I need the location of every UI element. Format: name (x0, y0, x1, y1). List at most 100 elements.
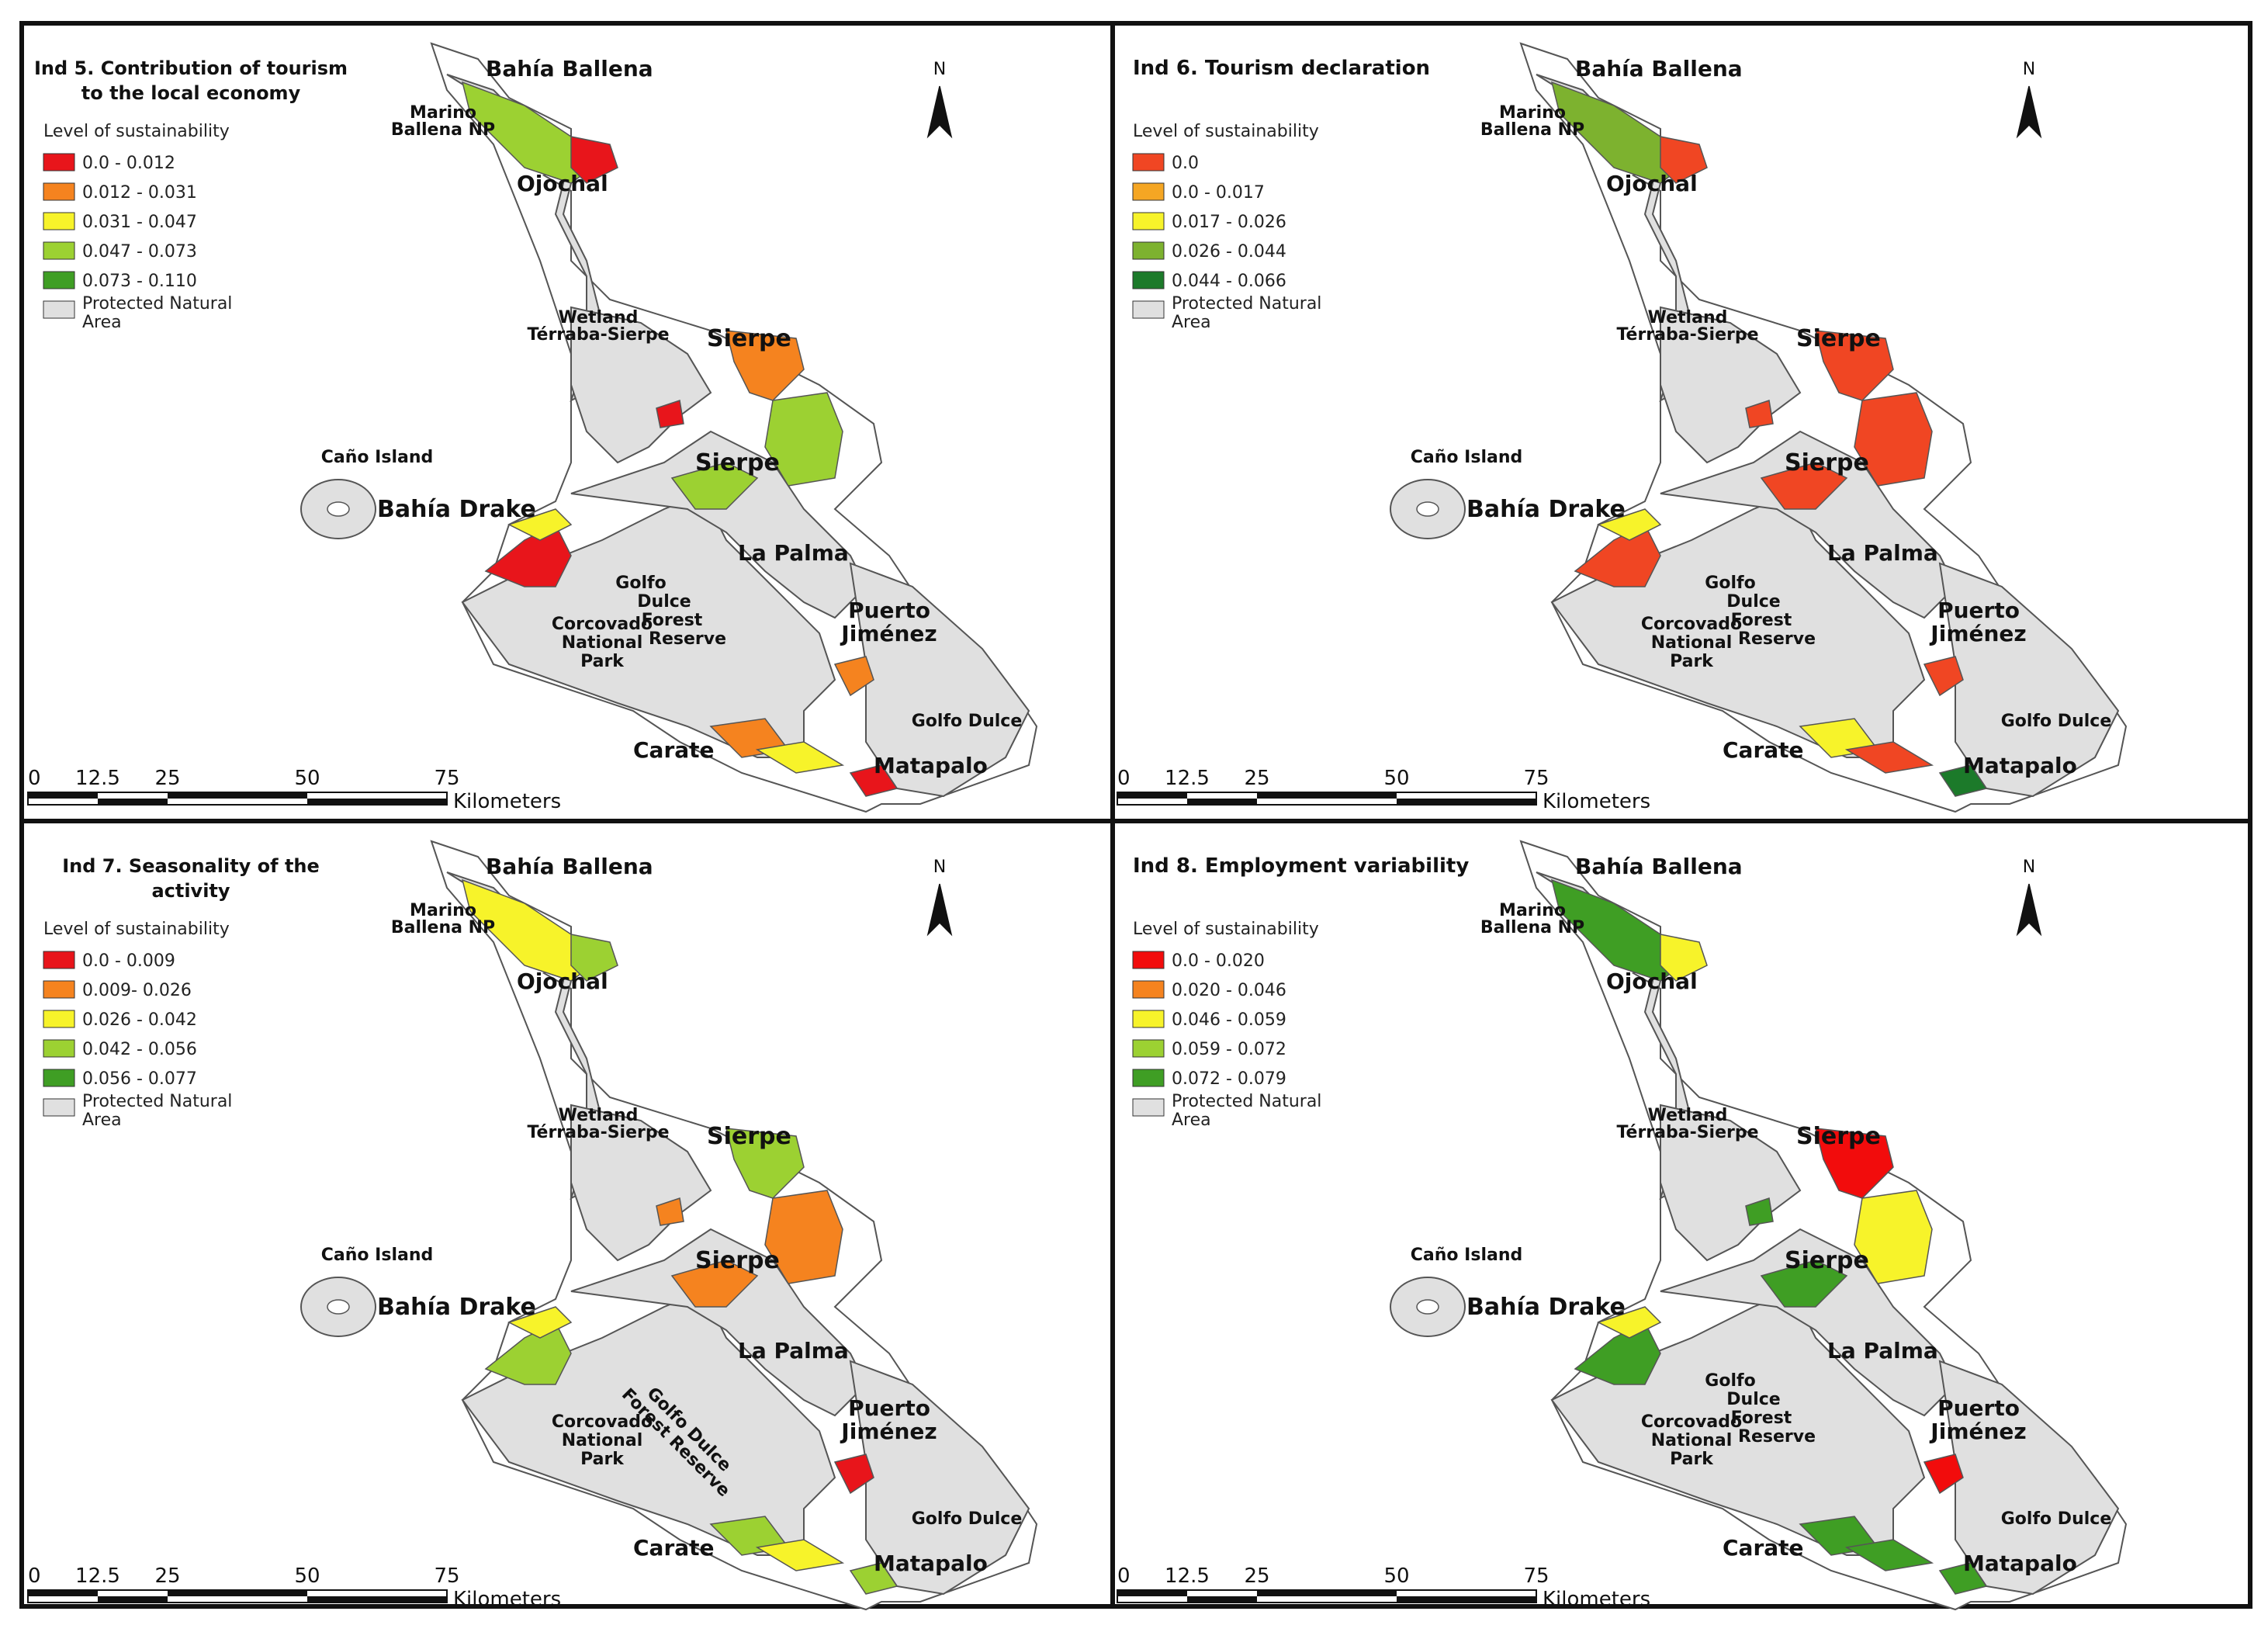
scale-bar-segment (1187, 799, 1257, 805)
scale-tick-label: 50 (294, 767, 320, 790)
scale-tick-label: 75 (434, 1564, 459, 1588)
legend-label: 0.012 - 0.031 (82, 183, 197, 203)
label-sierpe-north: Sierpe (1796, 325, 1881, 352)
label-corcovado-line: Corcovado (1641, 615, 1742, 634)
map-panel-ind5: Ind 5. Contribution of tourism to the loc… (27, 43, 1037, 813)
legend-title: Level of sustainability (1133, 122, 1319, 141)
legend-protected-label: Protected Natural (1172, 294, 1321, 314)
scale-bar-segment (28, 1590, 98, 1596)
panel-title-line: Ind 6. Tourism declaration (1133, 57, 1430, 80)
label-bahia-ballena: Bahía Ballena (486, 854, 653, 879)
jimenez-region (833, 656, 874, 697)
legend: Level of sustainability 0.0 0.0 - 0.017 0.0… (1132, 122, 1321, 332)
scale-tick-label: 50 (294, 1564, 320, 1588)
legend-label: 0.0 - 0.017 (1172, 183, 1265, 203)
drake-region (484, 523, 572, 587)
legend-swatch (1132, 271, 1165, 289)
label-bahia-drake: Bahía Drake (377, 1294, 536, 1321)
legend: Level of sustainability 0.0 - 0.012 0.012 … (43, 122, 232, 332)
label-carate: Carate (633, 1535, 715, 1561)
legend-label: 0.009- 0.026 (82, 981, 192, 1000)
label-golfo-dulce-reserve-line: Golfo (615, 573, 666, 593)
legend-swatch (43, 1010, 75, 1028)
legend-swatch (1132, 241, 1165, 260)
legend-label: 0.031 - 0.047 (82, 213, 197, 232)
legend-swatch-protected (1132, 1098, 1165, 1117)
label-sierpe-center: Sierpe (695, 449, 780, 476)
islet-region (1745, 1197, 1774, 1226)
label-bahia-ballena: Bahía Ballena (1575, 56, 1743, 81)
basemap (1390, 43, 2127, 813)
sierpe-center-region (670, 1260, 759, 1308)
scale-unit: Kilometers (1543, 790, 1650, 813)
drake-region (1574, 1321, 1661, 1385)
legend-protected-label: Protected Natural (1172, 1092, 1321, 1111)
scale-tick-label: 12.5 (1165, 767, 1210, 790)
north-region (461, 878, 604, 982)
label-corcovado-line: National (562, 1431, 642, 1450)
north-arrow: N (926, 60, 953, 139)
scale-tick-label: 0 (1117, 1564, 1131, 1588)
label-la-palma: La Palma (1827, 540, 1938, 566)
scale-bar-segment (1257, 1590, 1397, 1596)
north-arrow-icon (2016, 85, 2042, 139)
label-marino: Marino (1499, 901, 1566, 920)
legend-swatch (1132, 951, 1165, 969)
north-arrow: N (2016, 858, 2042, 937)
jimenez-region (1923, 1454, 1964, 1495)
label-golfo-dulce-reserve-line: Dulce (637, 592, 691, 612)
label-bahia-drake: Bahía Drake (1466, 1294, 1626, 1321)
north-arrow-icon (926, 883, 953, 937)
label-marino: Ballena NP (1480, 918, 1584, 937)
label-golfo-dulce-reserve-line: Forest (642, 611, 703, 630)
label-marino: Marino (1499, 103, 1566, 123)
legend-title: Level of sustainability (1133, 920, 1319, 939)
label-corcovado-line: National (1651, 1431, 1732, 1450)
label-sierpe-center: Sierpe (695, 1247, 780, 1274)
scale-tick-label: 25 (1244, 1564, 1269, 1588)
scale-tick-label: 75 (434, 767, 459, 790)
legend-label: 0.046 - 0.059 (1172, 1010, 1286, 1030)
legend-swatch (43, 241, 75, 260)
legend-swatch (43, 980, 75, 999)
legend-protected-label: Area (82, 1111, 122, 1130)
label-sierpe-center: Sierpe (1785, 1247, 1869, 1274)
label-golfo-dulce: Golfo Dulce (912, 1509, 1022, 1529)
label-corcovado-line: National (562, 633, 642, 653)
legend-label: 0.056 - 0.077 (82, 1069, 197, 1089)
panel-title: Ind 7. Seasonality of the activity (62, 855, 320, 902)
sierpe-center-region (1760, 1260, 1848, 1308)
panel-title-line: activity (151, 880, 230, 902)
panel-title-line: Ind 8. Employment variability (1133, 854, 1469, 878)
label-bahia-ballena: Bahía Ballena (1575, 854, 1743, 879)
legend-swatch-protected (43, 300, 75, 319)
label-puerto-jimenez: Puerto (1937, 1395, 2020, 1421)
label-corcovado-line: Park (580, 652, 625, 671)
legend-swatch (1132, 1039, 1165, 1058)
label-la-palma: La Palma (738, 540, 849, 566)
label-golfo-dulce-reserve-line: Dulce (1726, 592, 1780, 612)
legend: Level of sustainability 0.0 - 0.009 0.009-… (43, 920, 232, 1130)
legend-swatch (1132, 1010, 1165, 1028)
scale-tick-label: 50 (1383, 1564, 1409, 1588)
carate-region-b (755, 741, 845, 774)
label-wetland: Térraba-Sierpe (1616, 1123, 1758, 1142)
scale-tick-label: 50 (1383, 767, 1409, 790)
drake-region (1574, 523, 1661, 587)
legend-swatch-protected (1132, 300, 1165, 319)
legend-swatch (43, 1039, 75, 1058)
label-corcovado-line: Corcovado (552, 1412, 653, 1432)
legend-protected-label: Protected Natural (82, 294, 232, 314)
label-wetland: Wetland (559, 308, 639, 327)
sierpe-north-region-b (1854, 1190, 1933, 1284)
label-golfo-dulce-reserve-line: Forest (1731, 611, 1792, 630)
drake-region-b (507, 1306, 573, 1339)
basemap (300, 43, 1037, 813)
legend-swatch (1132, 212, 1165, 230)
legend-label: 0.017 - 0.026 (1172, 213, 1286, 232)
label-golfo-dulce-reserve-line: Golfo (1705, 573, 1755, 593)
